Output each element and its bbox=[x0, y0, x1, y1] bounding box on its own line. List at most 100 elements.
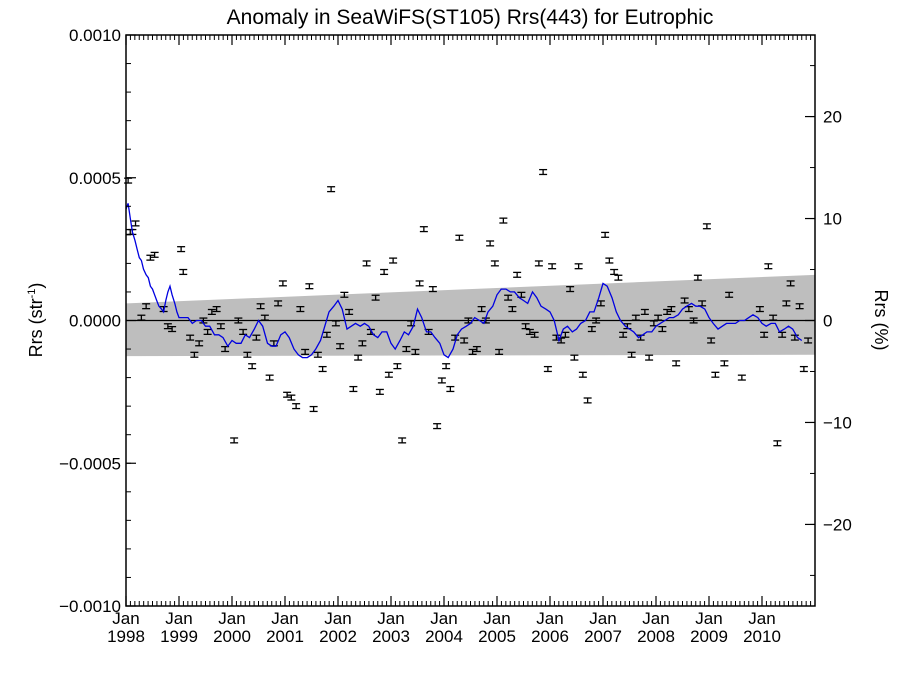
y2-tick-label: −10 bbox=[823, 413, 852, 432]
error-bar-point bbox=[371, 294, 380, 301]
x-axis: Jan1998Jan1999Jan2000Jan2001Jan2002Jan20… bbox=[107, 35, 812, 646]
error-bar-point bbox=[799, 365, 808, 373]
error-bar-point bbox=[804, 337, 813, 344]
x-tick-label-year: 2005 bbox=[478, 627, 516, 646]
error-bar-point bbox=[234, 317, 243, 324]
x-tick-label-year: 2006 bbox=[531, 627, 569, 646]
error-bar-point bbox=[318, 365, 327, 373]
error-bar-point bbox=[534, 260, 543, 267]
y2-tick-label: 20 bbox=[823, 108, 842, 127]
error-bar-point bbox=[769, 314, 778, 321]
x-tick-label-month: Jan bbox=[695, 609, 722, 628]
error-bar-point bbox=[292, 403, 301, 410]
x-tick-label-year: 2003 bbox=[372, 627, 410, 646]
x-tick-label-month: Jan bbox=[271, 609, 298, 628]
error-bar-point bbox=[486, 240, 495, 247]
y-axis-right: 20 10 0 −10 −20 bbox=[805, 65, 852, 576]
x-tick-label-year: 2000 bbox=[213, 627, 251, 646]
x-tick-label-month: Jan bbox=[165, 609, 192, 628]
y-axis-label-main: Rrs (str bbox=[26, 298, 46, 357]
error-bar-point bbox=[402, 345, 411, 353]
error-bar-point bbox=[543, 365, 552, 373]
error-bar-point bbox=[790, 334, 799, 341]
error-bar-point bbox=[345, 308, 354, 316]
error-bar-point bbox=[389, 257, 398, 264]
error-bar-point bbox=[702, 223, 711, 230]
error-bar-point bbox=[354, 354, 363, 361]
x-tick-label-year: 2008 bbox=[637, 627, 675, 646]
error-bar-point bbox=[283, 391, 292, 398]
y-tick-label: 0.0010 bbox=[69, 26, 121, 45]
error-bar-point bbox=[309, 405, 318, 413]
error-bar-point bbox=[212, 306, 221, 313]
error-bar-point bbox=[711, 371, 720, 378]
error-bar-point bbox=[504, 294, 513, 301]
error-bar-point bbox=[340, 291, 349, 298]
error-bar-point bbox=[755, 306, 764, 313]
x-tick-label-month: Jan bbox=[642, 609, 669, 628]
error-bar-point bbox=[530, 331, 539, 338]
error-bar-point bbox=[782, 300, 791, 307]
error-bar-point bbox=[322, 331, 331, 338]
error-bar-point bbox=[252, 334, 261, 341]
error-bar-point bbox=[398, 437, 407, 444]
error-bar-point bbox=[327, 186, 336, 193]
error-bar-point bbox=[349, 385, 358, 393]
y-axis-label-superscript: -1 bbox=[26, 289, 38, 299]
error-bar-point bbox=[499, 217, 508, 224]
error-bar-point bbox=[592, 317, 601, 324]
y-axis-label-right: Rrs (%) bbox=[871, 290, 891, 351]
error-bar-point bbox=[415, 280, 424, 287]
x-tick-label-month: Jan bbox=[430, 609, 457, 628]
error-bar-point bbox=[645, 354, 654, 361]
x-tick-label-year: 2007 bbox=[584, 627, 622, 646]
error-bar-point bbox=[216, 323, 225, 330]
error-bar-point bbox=[689, 317, 698, 324]
error-bar-point bbox=[455, 234, 464, 241]
error-bar-point bbox=[442, 363, 451, 370]
error-bar-point bbox=[640, 308, 649, 316]
error-bar-point bbox=[631, 314, 640, 321]
error-bar-point bbox=[578, 371, 587, 378]
error-bar-point bbox=[672, 360, 681, 367]
error-bar-point bbox=[539, 168, 548, 176]
error-bar-point bbox=[707, 337, 716, 344]
x-tick-label-year: 1999 bbox=[160, 627, 198, 646]
error-bar-point bbox=[587, 325, 596, 333]
error-bar-point bbox=[490, 260, 499, 267]
error-bar-point bbox=[305, 283, 314, 290]
running-mean-layer bbox=[125, 203, 803, 359]
y2-tick-label: 0 bbox=[823, 312, 832, 331]
error-bar-point bbox=[230, 437, 239, 444]
error-bar-point bbox=[477, 306, 486, 313]
error-bar-point bbox=[693, 274, 702, 281]
error-bar-point bbox=[287, 394, 296, 401]
error-bar-point bbox=[296, 306, 305, 313]
error-bar-point bbox=[680, 297, 689, 304]
y-tick-label: 0.0000 bbox=[69, 312, 121, 331]
x-tick-label-year: 2002 bbox=[319, 627, 357, 646]
error-bar-point bbox=[190, 351, 199, 358]
error-bar-point bbox=[168, 325, 177, 333]
error-bar-point bbox=[179, 268, 188, 276]
error-bar-point bbox=[260, 314, 269, 321]
error-bar-point bbox=[795, 303, 804, 310]
error-bar-point bbox=[574, 263, 583, 270]
error-bar-point bbox=[667, 306, 676, 313]
error-bar-point bbox=[274, 300, 283, 307]
x-tick-label-year: 2004 bbox=[425, 627, 463, 646]
error-bar-point bbox=[460, 337, 469, 344]
error-bar-point bbox=[207, 308, 216, 316]
x-tick-label-year: 2001 bbox=[266, 627, 304, 646]
y-axis-label-close: ) bbox=[26, 283, 46, 289]
error-bar-point bbox=[786, 280, 795, 287]
error-bar-point bbox=[764, 263, 773, 270]
error-bar-point bbox=[437, 377, 446, 384]
x-tick-label-month: Jan bbox=[748, 609, 775, 628]
error-bar-point bbox=[601, 231, 610, 238]
error-bar-point bbox=[137, 314, 146, 321]
error-bar-point bbox=[186, 334, 195, 341]
error-bar-point bbox=[508, 306, 517, 313]
y-axis-label-left: Rrs (str-1) bbox=[26, 283, 46, 358]
